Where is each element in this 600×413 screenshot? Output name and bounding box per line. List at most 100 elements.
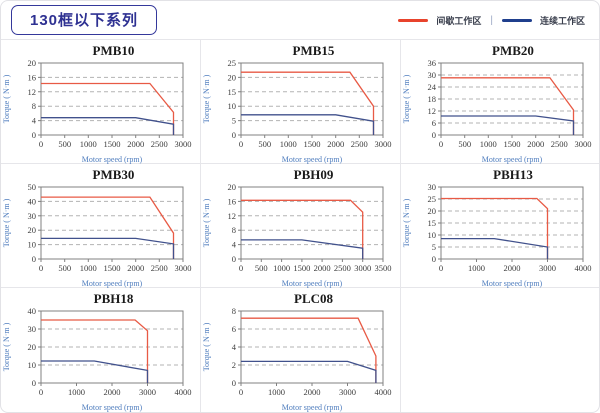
- chart-title: PMB30: [92, 167, 135, 182]
- svg-text:1000: 1000: [280, 139, 297, 149]
- svg-text:20: 20: [28, 225, 37, 235]
- svg-text:40: 40: [28, 308, 37, 316]
- svg-text:0: 0: [239, 263, 243, 273]
- chart-cell-pbh09: PBH09 0 500 1000 1500 2000 2500 3000 3500 0 4 8 12 1…: [201, 164, 401, 288]
- svg-text:15: 15: [228, 87, 237, 97]
- svg-text:Torque ( N·m ): Torque ( N·m ): [402, 74, 411, 123]
- svg-text:1500: 1500: [504, 139, 521, 149]
- svg-text:36: 36: [428, 60, 437, 68]
- svg-text:20: 20: [428, 206, 437, 216]
- svg-text:Torque ( N·m ): Torque ( N·m ): [402, 198, 411, 247]
- svg-text:0: 0: [39, 263, 43, 273]
- svg-text:0: 0: [32, 254, 36, 264]
- svg-text:18: 18: [428, 94, 437, 104]
- svg-text:Motor speed (rpm): Motor speed (rpm): [82, 155, 143, 164]
- chart-title: PBH09: [293, 167, 334, 182]
- svg-text:1000: 1000: [80, 139, 97, 149]
- svg-text:30: 30: [28, 324, 37, 334]
- legend-separator: |: [490, 14, 493, 26]
- svg-text:2500: 2500: [151, 139, 168, 149]
- svg-text:10: 10: [428, 230, 437, 240]
- svg-text:5: 5: [232, 116, 236, 126]
- svg-text:6: 6: [432, 118, 436, 128]
- svg-text:0: 0: [439, 139, 443, 149]
- svg-text:500: 500: [458, 139, 471, 149]
- svg-text:3000: 3000: [575, 139, 592, 149]
- svg-text:30: 30: [428, 70, 437, 80]
- chart-title: PBH13: [493, 167, 533, 182]
- legend-label-intermittent: 间歇工作区: [436, 15, 482, 26]
- svg-text:12: 12: [228, 211, 237, 221]
- svg-text:0: 0: [239, 139, 243, 149]
- svg-text:Motor speed (rpm): Motor speed (rpm): [82, 279, 143, 288]
- svg-text:Torque ( N·m ): Torque ( N·m ): [2, 198, 11, 247]
- svg-text:1500: 1500: [293, 263, 310, 273]
- svg-text:0: 0: [232, 378, 236, 388]
- svg-text:2000: 2000: [127, 263, 144, 273]
- svg-text:500: 500: [58, 139, 71, 149]
- svg-text:500: 500: [258, 139, 271, 149]
- svg-text:2000: 2000: [304, 387, 321, 397]
- svg-text:16: 16: [228, 196, 237, 206]
- svg-text:1000: 1000: [268, 387, 285, 397]
- svg-text:15: 15: [428, 218, 437, 228]
- svg-text:20: 20: [228, 184, 237, 192]
- svg-text:Motor speed (rpm): Motor speed (rpm): [482, 155, 543, 164]
- svg-text:4: 4: [32, 116, 37, 126]
- svg-text:2500: 2500: [351, 139, 368, 149]
- svg-text:2: 2: [232, 360, 236, 370]
- svg-text:500: 500: [255, 263, 268, 273]
- svg-text:2000: 2000: [504, 263, 521, 273]
- svg-text:5: 5: [432, 242, 436, 252]
- svg-text:4000: 4000: [175, 387, 192, 397]
- svg-text:Torque ( N·m ): Torque ( N·m ): [2, 74, 11, 123]
- svg-text:2000: 2000: [314, 263, 331, 273]
- torque-speed-chart: 0 1000 2000 3000 4000 0 5 10 15 20 25 30 Motor speed…: [401, 182, 599, 288]
- svg-text:Motor speed (rpm): Motor speed (rpm): [282, 403, 343, 412]
- svg-text:1000: 1000: [68, 387, 85, 397]
- svg-text:Torque ( N·m ): Torque ( N·m ): [202, 322, 211, 371]
- torque-speed-chart: 0 500 1000 1500 2000 2500 3000 0 10 20 30 40 50 Motor…: [1, 182, 199, 288]
- svg-text:10: 10: [28, 360, 37, 370]
- svg-text:16: 16: [28, 72, 37, 82]
- svg-text:Torque ( N·m ): Torque ( N·m ): [202, 198, 211, 247]
- continuous-line-swatch: [501, 18, 532, 22]
- svg-text:3500: 3500: [375, 263, 392, 273]
- legend: 间歇工作区 | 连续工作区: [398, 14, 585, 27]
- svg-text:24: 24: [428, 82, 437, 92]
- chart-cell-pmb15: PMB15 0 500 1000 1500 2000 2500 3000 0 5 10 15 20 25…: [201, 40, 401, 164]
- svg-text:0: 0: [232, 254, 236, 264]
- svg-text:0: 0: [432, 130, 436, 140]
- svg-text:0: 0: [32, 130, 36, 140]
- chart-cell-pmb30: PMB30 0 500 1000 1500 2000 2500 3000 0 10 20 30 40 5…: [1, 164, 201, 288]
- svg-text:500: 500: [58, 263, 71, 273]
- svg-text:0: 0: [39, 387, 43, 397]
- svg-text:3000: 3000: [375, 139, 392, 149]
- chart-cell-pbh18: PBH18 0 1000 2000 3000 4000 0 10 20 30 40 Motor sp…: [1, 288, 201, 412]
- svg-text:4000: 4000: [575, 263, 592, 273]
- svg-text:1500: 1500: [304, 139, 321, 149]
- svg-text:3000: 3000: [175, 263, 192, 273]
- chart-cell-plc08: PLC08 0 1000 2000 3000 4000 0 2 4 6 8 Motor speed …: [201, 288, 401, 412]
- svg-text:25: 25: [428, 194, 437, 204]
- svg-text:1000: 1000: [80, 263, 97, 273]
- chart-cell-pmb20: PMB20 0 500 1000 1500 2000 2500 3000 0 6 12 18 24 30…: [401, 40, 599, 164]
- empty-cell: [401, 288, 599, 412]
- svg-text:50: 50: [28, 184, 37, 192]
- torque-speed-chart: 0 500 1000 1500 2000 2500 3000 0 5 10 15 20 25 Motor …: [201, 58, 399, 164]
- legend-item-continuous: 连续工作区: [501, 14, 585, 27]
- chart-title: PMB20: [492, 43, 534, 58]
- chart-title: PMB10: [92, 43, 135, 58]
- svg-text:10: 10: [228, 101, 237, 111]
- svg-text:0: 0: [32, 378, 36, 388]
- chart-cell-pmb10: PMB10 0 500 1000 1500 2000 2500 3000 0 4 8 12 16 20 M…: [1, 40, 201, 164]
- chart-grid: PMB10 0 500 1000 1500 2000 2500 3000 0 4 8 12 16 20 M…: [1, 40, 599, 412]
- torque-speed-chart: 0 500 1000 1500 2000 2500 3000 0 4 8 12 16 20 Motor s…: [1, 58, 199, 164]
- svg-text:2000: 2000: [104, 387, 121, 397]
- panel-header: 130框以下系列 间歇工作区 | 连续工作区: [1, 1, 599, 40]
- legend-item-intermittent: 间歇工作区: [398, 14, 481, 27]
- svg-text:25: 25: [228, 60, 237, 68]
- svg-text:0: 0: [439, 263, 443, 273]
- svg-text:6: 6: [232, 324, 236, 334]
